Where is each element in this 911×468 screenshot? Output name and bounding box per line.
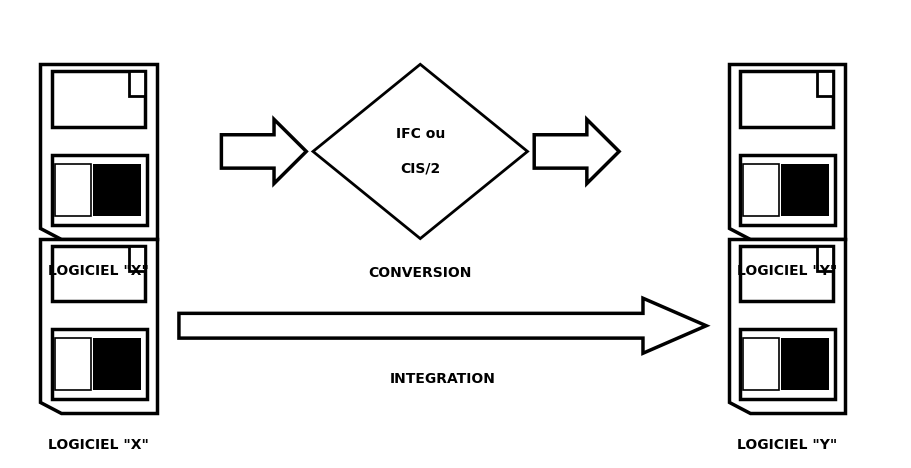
Polygon shape — [40, 64, 157, 239]
Bar — [128, 71, 145, 96]
Bar — [52, 71, 145, 127]
Bar — [93, 338, 140, 390]
Bar — [52, 246, 145, 301]
Text: LOGICIEL "Y": LOGICIEL "Y" — [736, 264, 836, 278]
Polygon shape — [534, 119, 619, 183]
Bar — [93, 164, 140, 216]
Text: CIS/2: CIS/2 — [400, 162, 440, 176]
Text: INTEGRATION: INTEGRATION — [389, 372, 495, 386]
Polygon shape — [221, 119, 306, 183]
Polygon shape — [728, 239, 844, 413]
Polygon shape — [312, 64, 527, 239]
Bar — [52, 155, 148, 225]
Bar — [781, 164, 828, 216]
Bar — [740, 329, 834, 399]
Bar — [55, 164, 91, 216]
Bar — [816, 246, 833, 271]
Bar — [128, 246, 145, 271]
Polygon shape — [40, 239, 157, 413]
Bar — [740, 155, 834, 225]
Bar — [816, 71, 833, 96]
Bar — [740, 246, 833, 301]
Bar — [52, 329, 148, 399]
Bar — [781, 338, 828, 390]
Polygon shape — [179, 298, 705, 353]
Text: LOGICIEL "X": LOGICIEL "X" — [48, 438, 148, 452]
Bar — [55, 338, 91, 390]
Text: CONVERSION: CONVERSION — [368, 266, 471, 280]
Text: LOGICIEL "Y": LOGICIEL "Y" — [736, 438, 836, 452]
Bar — [742, 164, 778, 216]
Text: LOGICIEL "X": LOGICIEL "X" — [48, 264, 148, 278]
Bar — [740, 71, 833, 127]
Text: IFC ou: IFC ou — [395, 127, 445, 141]
Bar — [742, 338, 778, 390]
Polygon shape — [728, 64, 844, 239]
